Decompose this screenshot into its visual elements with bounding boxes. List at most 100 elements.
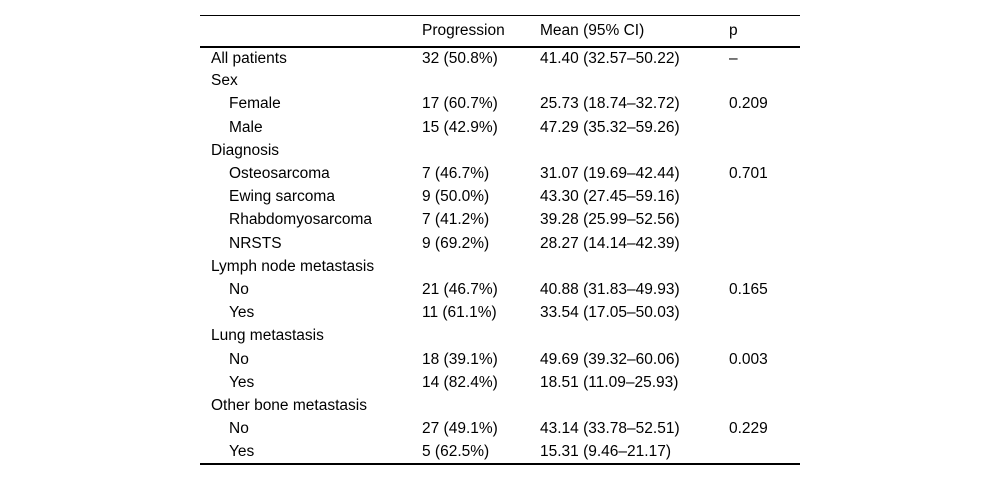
cell-progression: 9 (50.0%) [422, 188, 490, 206]
cell-mean: 15.31 (9.46–21.17) [540, 442, 671, 460]
table-row: Male 15 (42.9%) 47.29 (35.32–59.26) [200, 116, 800, 139]
cell-p [729, 325, 800, 348]
header-empty [200, 16, 422, 47]
table-row: No 27 (49.1%) 43.14 (33.78–52.51) 0.229 [200, 418, 800, 441]
table-row: Yes 11 (61.1%) 33.54 (17.05–50.03) [200, 302, 800, 325]
cell-p: 0.701 [729, 165, 768, 183]
cell-mean [540, 325, 729, 348]
row-label-cell: Lung metastasis [200, 325, 422, 348]
table-row: NRSTS 9 (69.2%) 28.27 (14.14–42.39) [200, 232, 800, 255]
row-label: Yes [229, 373, 255, 391]
statistics-table: Progression Mean (95% CI) p All patients… [200, 15, 800, 465]
row-label-cell: No [200, 418, 422, 441]
cell-p [729, 186, 800, 209]
row-label-cell: Diagnosis [200, 139, 422, 162]
cell-progression [422, 139, 540, 162]
table-row: Other bone metastasis [200, 394, 800, 417]
table-row: Lymph node metastasis [200, 255, 800, 278]
row-label: Osteosarcoma [229, 165, 330, 183]
row-label-cell: Rhabdomyosarcoma [200, 209, 422, 232]
cell-mean: 43.14 (33.78–52.51) [540, 420, 680, 438]
row-label: Sex [211, 72, 238, 90]
row-label: No [229, 350, 249, 368]
cell-mean [540, 255, 729, 278]
cell-mean: 28.27 (14.14–42.39) [540, 234, 680, 252]
cell-p [729, 371, 800, 394]
cell-p: 0.209 [729, 95, 768, 113]
row-label-cell: No [200, 278, 422, 301]
cell-progression: 9 (69.2%) [422, 234, 490, 252]
row-label-cell: Osteosarcoma [200, 162, 422, 185]
row-label: Rhabdomyosarcoma [229, 211, 373, 229]
cell-progression: 18 (39.1%) [422, 350, 498, 368]
row-label: NRSTS [229, 234, 282, 252]
cell-progression: 32 (50.8%) [422, 49, 498, 67]
cell-mean: 49.69 (39.32–60.06) [540, 350, 680, 368]
table-row: All patients 32 (50.8%) 41.40 (32.57–50.… [200, 47, 800, 70]
header-mean-ci: Mean (95% CI) [540, 21, 645, 39]
cell-progression [422, 325, 540, 348]
cell-progression: 5 (62.5%) [422, 442, 490, 460]
cell-p [729, 441, 800, 464]
cell-progression [422, 255, 540, 278]
header-p-value: p [729, 21, 738, 39]
row-label-cell: Male [200, 116, 422, 139]
cell-mean: 40.88 (31.83–49.93) [540, 280, 680, 298]
cell-mean: 31.07 (19.69–42.44) [540, 165, 680, 183]
cell-p [729, 116, 800, 139]
cell-mean: 41.40 (32.57–50.22) [540, 49, 680, 67]
table-body: All patients 32 (50.8%) 41.40 (32.57–50.… [200, 47, 800, 464]
table-row: Osteosarcoma 7 (46.7%) 31.07 (19.69–42.4… [200, 162, 800, 185]
cell-p [729, 394, 800, 417]
cell-p [729, 70, 800, 93]
cell-progression: 27 (49.1%) [422, 420, 498, 438]
table-header-row: Progression Mean (95% CI) p [200, 15, 800, 47]
row-label-cell: All patients [200, 47, 422, 70]
table-row: Yes 5 (62.5%) 15.31 (9.46–21.17) [200, 441, 800, 464]
row-label-cell: Female [200, 93, 422, 116]
cell-mean: 18.51 (11.09–25.93) [540, 373, 679, 391]
cell-progression [422, 70, 540, 93]
row-label-cell: NRSTS [200, 232, 422, 255]
row-label: Diagnosis [211, 141, 280, 159]
cell-mean: 43.30 (27.45–59.16) [540, 188, 680, 206]
row-label: Other bone metastasis [211, 396, 367, 414]
row-label: All patients [211, 49, 287, 67]
cell-p [729, 302, 800, 325]
table-row: No 18 (39.1%) 49.69 (39.32–60.06) 0.003 [200, 348, 800, 371]
row-label-cell: No [200, 348, 422, 371]
cell-progression: 14 (82.4%) [422, 373, 498, 391]
cell-mean: 25.73 (18.74–32.72) [540, 95, 680, 113]
cell-mean [540, 139, 729, 162]
cell-progression: 7 (46.7%) [422, 165, 490, 183]
cell-mean [540, 394, 729, 417]
table-row: Female 17 (60.7%) 25.73 (18.74–32.72) 0.… [200, 93, 800, 116]
row-label-cell: Yes [200, 302, 422, 325]
cell-mean: 33.54 (17.05–50.03) [540, 304, 680, 322]
row-label: Lung metastasis [211, 327, 324, 345]
cell-progression: 21 (46.7%) [422, 280, 498, 298]
cell-progression: 7 (41.2%) [422, 211, 490, 229]
row-label: Ewing sarcoma [229, 188, 335, 206]
cell-p: – [729, 49, 738, 67]
table-row: No 21 (46.7%) 40.88 (31.83–49.93) 0.165 [200, 278, 800, 301]
cell-p: 0.229 [729, 420, 768, 438]
cell-p [729, 139, 800, 162]
header-progression: Progression [422, 21, 505, 39]
table-row: Ewing sarcoma 9 (50.0%) 43.30 (27.45–59.… [200, 186, 800, 209]
cell-p [729, 232, 800, 255]
cell-p [729, 209, 800, 232]
table-row: Rhabdomyosarcoma 7 (41.2%) 39.28 (25.99–… [200, 209, 800, 232]
row-label: Yes [229, 442, 255, 460]
cell-mean [540, 70, 729, 93]
table-row: Sex [200, 70, 800, 93]
cell-mean: 39.28 (25.99–52.56) [540, 211, 680, 229]
cell-progression: 15 (42.9%) [422, 118, 498, 136]
row-label-cell: Yes [200, 441, 422, 464]
cell-progression [422, 394, 540, 417]
cell-progression: 11 (61.1%) [422, 304, 497, 322]
cell-progression: 17 (60.7%) [422, 95, 498, 113]
row-label-cell: Ewing sarcoma [200, 186, 422, 209]
row-label: No [229, 280, 249, 298]
